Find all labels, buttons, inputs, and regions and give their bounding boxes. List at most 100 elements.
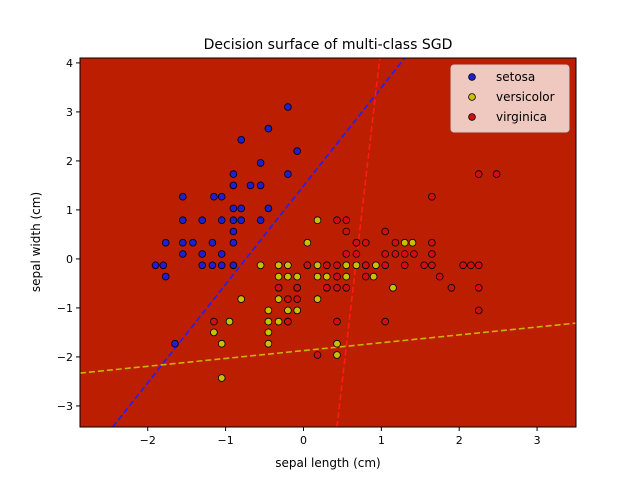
y-tick-label: −1 (57, 302, 73, 315)
point-virginica (210, 317, 218, 326)
point-virginica (361, 272, 370, 281)
point-virginica (435, 272, 444, 281)
point-setosa (208, 238, 217, 247)
point-virginica (428, 238, 436, 247)
legend-box (450, 64, 570, 133)
legend: setosa versicolor virginica (450, 64, 570, 133)
point-setosa (210, 192, 218, 201)
point-setosa (256, 159, 265, 167)
point-setosa (161, 238, 170, 247)
region-virginica (80, 58, 576, 427)
point-setosa (229, 238, 238, 247)
point-virginica (322, 261, 331, 270)
decision-regions (80, 58, 576, 427)
point-versicolor (333, 351, 341, 359)
y-tick-label: 3 (66, 106, 73, 119)
point-setosa (217, 261, 226, 270)
point-virginica (410, 250, 418, 258)
legend-marker-setosa (468, 73, 476, 81)
point-virginica (361, 238, 370, 247)
point-virginica (428, 250, 436, 258)
point-virginica (381, 317, 390, 326)
point-virginica (284, 317, 292, 326)
y-tick-label: 2 (66, 155, 73, 168)
y-tick-label: −3 (57, 400, 73, 413)
point-virginica (381, 250, 390, 258)
x-tick-label: 3 (534, 434, 541, 447)
point-setosa (198, 261, 207, 270)
point-setosa (198, 250, 207, 258)
y-tick-label: 4 (66, 57, 73, 70)
point-versicolor (284, 272, 292, 281)
point-setosa (229, 227, 238, 236)
point-versicolor (408, 238, 417, 247)
point-setosa (179, 250, 187, 258)
point-virginica (391, 238, 400, 247)
point-virginica (474, 306, 483, 315)
point-setosa (189, 238, 197, 247)
chart-title: Decision surface of multi-class SGD (204, 37, 453, 53)
point-setosa (264, 124, 273, 133)
point-versicolor (293, 306, 302, 315)
point-setosa (229, 170, 238, 178)
point-versicolor (264, 339, 273, 348)
y-tick-label: 0 (66, 253, 73, 266)
point-setosa (284, 103, 292, 111)
point-versicolor (293, 272, 302, 281)
plot-frame (79, 57, 577, 428)
y-tick-label: 1 (66, 204, 73, 217)
y-tick-label: −2 (57, 351, 73, 364)
point-setosa (217, 216, 226, 225)
point-virginica (313, 351, 322, 359)
point-setosa (151, 261, 160, 270)
point-virginica (474, 283, 483, 292)
point-virginica (333, 317, 341, 326)
point-setosa (284, 170, 292, 178)
point-setosa (217, 192, 226, 201)
point-setosa (229, 261, 238, 270)
point-virginica (333, 272, 341, 281)
point-versicolor (274, 272, 283, 281)
boundary-line-setosa (112, 58, 406, 427)
point-versicolor (352, 261, 361, 270)
point-virginica (322, 283, 331, 292)
x-tick-label: 0 (300, 434, 307, 447)
point-virginica (342, 216, 351, 225)
legend-label-setosa: setosa (496, 70, 535, 84)
point-versicolor (372, 261, 380, 270)
point-virginica (428, 261, 436, 270)
x-tick-label: −2 (140, 434, 156, 447)
point-virginica (467, 261, 475, 270)
point-versicolor (225, 317, 234, 326)
legend-marker-versicolor (468, 93, 476, 101)
data-points (151, 103, 501, 382)
point-versicolor (389, 283, 397, 292)
point-setosa (237, 216, 246, 225)
x-tick-label: −1 (217, 434, 233, 447)
point-setosa (159, 261, 168, 270)
point-virginica (361, 261, 370, 270)
point-setosa (229, 216, 238, 225)
point-versicolor (342, 261, 351, 270)
point-versicolor (274, 295, 283, 303)
point-virginica (303, 261, 312, 270)
point-virginica (342, 227, 351, 236)
x-tick-label: 2 (456, 434, 463, 447)
point-versicolor (313, 295, 322, 303)
point-virginica (391, 250, 400, 258)
point-virginica (293, 295, 302, 303)
point-virginica (400, 261, 409, 270)
legend-label-virginica: virginica (496, 110, 547, 124)
point-versicolor (256, 261, 265, 270)
point-setosa (208, 261, 217, 270)
point-virginica (274, 283, 283, 292)
legend-label-versicolor: versicolor (496, 90, 555, 104)
point-virginica (342, 250, 351, 258)
point-virginica (400, 250, 409, 258)
boundary-line-versicolor (80, 322, 576, 374)
point-virginica (474, 261, 483, 270)
point-virginica (333, 283, 341, 292)
point-versicolor (217, 339, 226, 348)
point-virginica (352, 238, 361, 247)
point-setosa (217, 250, 226, 258)
